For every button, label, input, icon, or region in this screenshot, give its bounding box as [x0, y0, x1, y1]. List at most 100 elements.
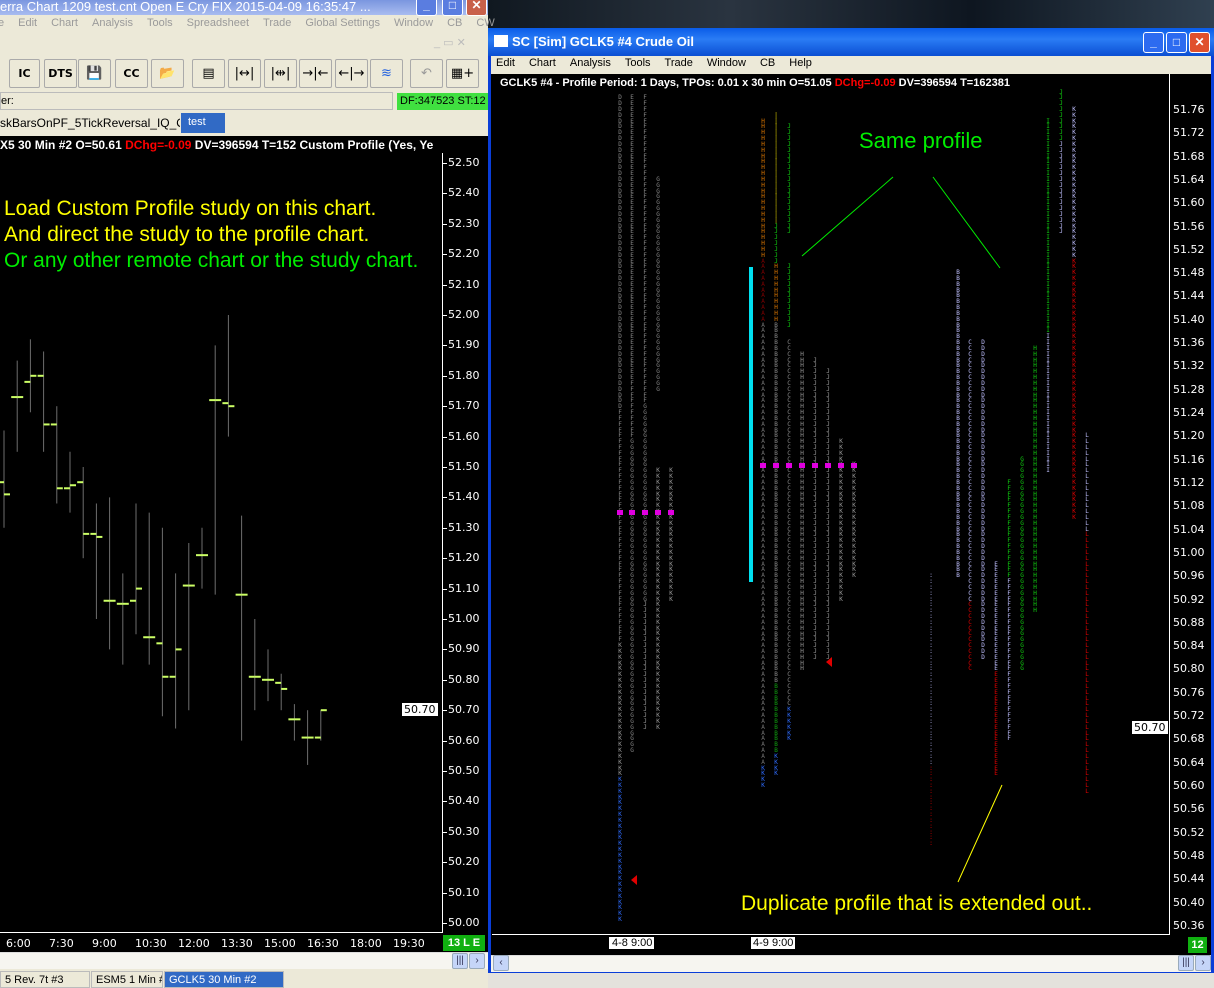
poc-marker: [760, 463, 766, 469]
price-tick-label: 51.76: [1173, 103, 1205, 116]
price-tick-label: 51.80: [448, 368, 480, 382]
chart-tab[interactable]: GCLK5 30 Min #2: [164, 971, 284, 988]
menu-item[interactable]: Chart: [528, 57, 556, 69]
tick-mark: [443, 345, 447, 347]
ohlc-bar: [275, 673, 288, 711]
study-curves-button[interactable]: ≋: [370, 59, 403, 88]
time-tick-label: 9:00: [92, 937, 117, 950]
price-tick-label: 50.60: [448, 733, 480, 747]
menu-item[interactable]: Tools: [146, 17, 173, 29]
menu-item[interactable]: Window: [393, 17, 434, 29]
expand-bars-button[interactable]: ←|→: [335, 59, 368, 88]
poc-marker: [642, 510, 648, 516]
maximize-button[interactable]: □: [1166, 32, 1187, 53]
right-horizontal-scrollbar[interactable]: [491, 955, 1211, 972]
menu-item[interactable]: Analysis: [569, 57, 611, 69]
close-button[interactable]: ✕: [1189, 32, 1210, 53]
right-window-titlebar: SC [Sim] GCLK5 #4 Crude Oil: [488, 28, 1214, 56]
price-tick-label: 50.92: [1173, 592, 1205, 606]
tick-mark: [443, 619, 447, 620]
price-tick-label: 52.10: [448, 277, 480, 291]
menu-item[interactable]: Trade: [263, 17, 292, 29]
value-area-bar: [749, 267, 753, 582]
tick-mark: [443, 467, 447, 468]
scroll-thumb[interactable]: |||: [452, 953, 468, 969]
tpo-column-segment: K K K K: [761, 764, 765, 789]
arrow-marker-icon: [631, 875, 637, 885]
price-tick-label: 51.90: [448, 338, 480, 352]
tpo-column-segment: | | | | | | | | | | | | | | | | | | |: [774, 111, 778, 224]
time-tick-label: 13:30: [221, 937, 253, 950]
poc-marker: [851, 463, 857, 469]
menu-item[interactable]: Edit: [18, 17, 38, 29]
tvw-table-add-button[interactable]: ▦+: [446, 59, 479, 88]
chart-tab[interactable]: 5 Rev. 7t #3: [0, 971, 90, 988]
scale-range-button[interactable]: |↔|: [228, 59, 261, 88]
scroll-right-button[interactable]: ›: [1195, 955, 1211, 971]
pointer-line: [957, 784, 1003, 883]
price-tick-label: 52.40: [448, 186, 480, 200]
close-button[interactable]: ✕: [466, 0, 487, 16]
menu-item[interactable]: CB: [447, 17, 463, 29]
scale-range-icon: |↔|: [234, 66, 255, 81]
menu-item[interactable]: Spreadsheet: [186, 17, 250, 29]
price-tick-label: 51.00: [1173, 545, 1205, 559]
tpo-column-segment: K K K K K K: [787, 706, 791, 743]
menu-item[interactable]: Help: [789, 57, 812, 69]
tick-mark: [443, 831, 447, 833]
chart-settings-button[interactable]: ▤: [192, 59, 225, 88]
header-text: X5 30 Min #2 O=50.61: [0, 138, 126, 152]
menu-item[interactable]: e: [0, 17, 5, 29]
price-tick-label: 50.50: [448, 764, 480, 777]
open-folder-button[interactable]: 📂: [151, 59, 184, 88]
menu-item[interactable]: Tools: [624, 57, 651, 69]
undo-arrow-button[interactable]: ↶: [410, 59, 443, 88]
price-tick-label: 52.20: [448, 247, 480, 261]
right-plot-border: [492, 74, 1170, 935]
menu-item[interactable]: Edit: [496, 57, 515, 69]
tpo-column-segment: K K K K K K K K K K K K K K K K K K K K …: [656, 467, 660, 731]
scroll-thumb[interactable]: |||: [1178, 955, 1194, 971]
tick-mark: [443, 588, 447, 590]
toolbar-button-cc[interactable]: CC: [115, 59, 148, 88]
ohlc-bar: [222, 315, 235, 437]
price-tick-label: 50.44: [1173, 872, 1205, 886]
tpo-column-segment: B B B B B B B B B B B B B B B B B B B B …: [774, 321, 778, 685]
maximize-button[interactable]: □: [442, 0, 463, 16]
minimize-button[interactable]: _: [1143, 32, 1164, 53]
toolbar-button-dts[interactable]: DTS: [44, 59, 77, 88]
compress-bars-button[interactable]: →|←: [299, 59, 332, 88]
tpo-column-segment: B B B B B B B B B B B B: [774, 682, 778, 755]
chartbook-tab-active[interactable]: test: [181, 113, 225, 133]
save-button[interactable]: 💾: [78, 59, 111, 88]
mdi-controls[interactable]: _ ▭ ✕: [434, 37, 466, 49]
chartbook-tab[interactable]: skBarsOnPF_5TickReversal_IQ_OEC: [0, 116, 180, 130]
window-icon: [494, 35, 508, 47]
menu-item[interactable]: Window: [706, 57, 746, 69]
time-tick-label: 10:30: [135, 937, 167, 950]
price-tick-label: 52.50: [448, 156, 480, 169]
menu-item[interactable]: Trade: [664, 57, 693, 69]
price-tick-label: 51.64: [1173, 172, 1205, 186]
chart-tab[interactable]: ESM5 1 Min #1: [91, 971, 163, 988]
price-tick-label: 51.72: [1173, 126, 1205, 140]
right-menu-bar: Edit Chart Analysis Tools Trade Window CB Help: [496, 57, 826, 69]
scale-expand-button[interactable]: |⇹|: [264, 59, 297, 88]
menu-item[interactable]: CW: [476, 17, 495, 29]
price-tick-label: 50.52: [1173, 825, 1205, 839]
tick-mark: [443, 679, 447, 681]
left-horizontal-scrollbar[interactable]: [0, 952, 488, 969]
minimize-button[interactable]: _: [416, 0, 437, 16]
menu-item[interactable]: Analysis: [92, 17, 133, 29]
tpo-column-segment: J J J J J J J: [774, 222, 778, 265]
tick-mark: [443, 527, 447, 529]
price-tick-label: 50.20: [448, 855, 480, 869]
toolbar-button-ic[interactable]: IC: [9, 59, 40, 88]
menu-item[interactable]: Global Settings: [305, 17, 380, 29]
ohlc-bar: [196, 527, 208, 589]
time-tick-label: 15:00: [264, 937, 296, 950]
scroll-right-button[interactable]: ›: [469, 953, 485, 969]
menu-item[interactable]: CB: [759, 57, 776, 69]
menu-item[interactable]: Chart: [51, 17, 78, 29]
scroll-left-button[interactable]: ‹: [493, 955, 509, 971]
